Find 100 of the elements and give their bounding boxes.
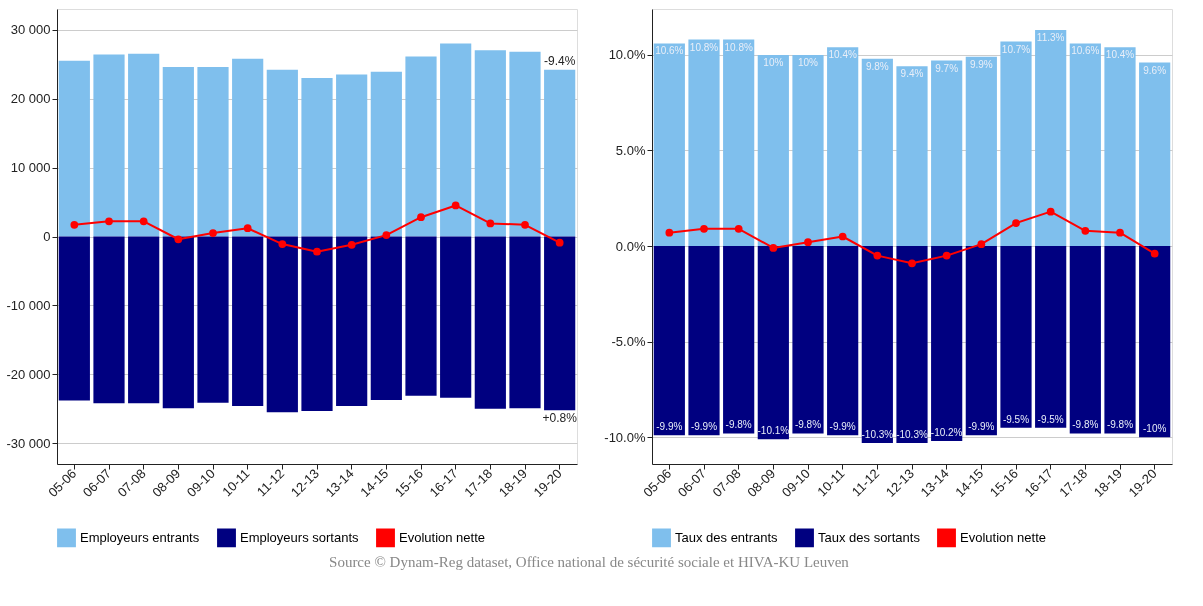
bar (1139, 62, 1171, 247)
point (486, 219, 495, 228)
bar (128, 236, 160, 404)
data-label: 10.4% (1105, 49, 1135, 61)
bar (1104, 246, 1136, 434)
data-label: 11.3% (1036, 32, 1065, 44)
bar (197, 66, 229, 237)
bar (370, 71, 402, 237)
point (1081, 226, 1090, 235)
bar (827, 47, 859, 247)
point (70, 220, 79, 229)
bar (861, 246, 893, 443)
point (139, 217, 148, 226)
y-tick-label: -30 000 (6, 435, 51, 451)
point (665, 228, 674, 237)
point (555, 238, 564, 247)
point (1012, 219, 1020, 227)
data-label: 9.9% (969, 58, 993, 70)
bar (162, 236, 194, 409)
point (451, 201, 460, 210)
bar (58, 60, 90, 237)
bar (405, 56, 437, 237)
bar (896, 66, 928, 247)
bar (474, 50, 506, 237)
y-tick-label: 10 000 (10, 160, 51, 176)
annotation: -9.4% (543, 53, 576, 68)
bar (827, 246, 859, 436)
bar (653, 43, 685, 247)
data-label: 9.8% (865, 60, 889, 72)
data-label: -9.5% (1037, 413, 1064, 425)
bar (1000, 41, 1032, 247)
bar (1069, 246, 1101, 434)
y-tick-label: -5.0% (611, 334, 646, 350)
bar (1139, 246, 1171, 438)
data-label: -10.3% (861, 428, 894, 440)
y-tick-label: -10 000 (6, 297, 51, 313)
data-label: 10.8% (689, 41, 719, 53)
legend-label: Taux des sortants (818, 529, 921, 545)
point (1046, 207, 1055, 216)
data-label: 10.6% (1071, 45, 1100, 57)
data-label: -9.9% (690, 421, 718, 433)
bar (336, 236, 368, 407)
data-label: -9.8% (725, 419, 752, 431)
point (174, 235, 183, 244)
bar (370, 236, 402, 400)
bar (896, 246, 928, 443)
point (313, 247, 321, 256)
point (347, 240, 356, 249)
data-label: -10.3% (896, 428, 928, 440)
point (942, 251, 951, 260)
legend-label: Employeurs entrants (80, 529, 200, 545)
point (243, 224, 252, 233)
bar (440, 43, 472, 237)
bar (723, 246, 755, 434)
point (804, 238, 812, 247)
bar (792, 246, 824, 434)
bar (931, 246, 963, 442)
data-label: -9.9% (968, 421, 995, 433)
data-label: -9.8% (1072, 419, 1099, 431)
point (734, 224, 743, 233)
bar (1000, 246, 1032, 428)
data-label: 9.6% (1143, 64, 1167, 76)
bar (1035, 246, 1067, 428)
data-label: 10.7% (1001, 43, 1031, 55)
point (521, 220, 529, 229)
point (838, 232, 847, 241)
bar (405, 236, 437, 396)
data-label: 10% (763, 56, 784, 68)
bar (232, 58, 264, 237)
data-label: 10% (797, 56, 819, 68)
bar (474, 236, 506, 409)
legend-label: Evolution nette (960, 529, 1047, 545)
point (1150, 249, 1159, 258)
bar (93, 54, 125, 237)
bar (232, 236, 264, 407)
bar (965, 246, 997, 436)
bar (58, 236, 90, 401)
bar (301, 77, 333, 237)
bar (93, 236, 125, 404)
point (977, 240, 986, 249)
data-label: -10% (1142, 423, 1167, 435)
data-label: 10.6% (655, 45, 684, 57)
bar (509, 51, 541, 237)
bar (931, 60, 963, 247)
data-label: -10.1% (757, 425, 790, 437)
point (105, 217, 113, 226)
bar (792, 54, 824, 247)
bar (1104, 47, 1136, 247)
bar (162, 66, 194, 237)
bar (1069, 43, 1101, 247)
bar (688, 246, 720, 436)
bar (1035, 30, 1067, 247)
data-label: -10.2% (930, 427, 963, 439)
data-label: 9.4% (900, 68, 924, 80)
point (417, 213, 425, 222)
bar (197, 236, 229, 403)
bar (128, 53, 160, 237)
data-label: 10.8% (724, 41, 753, 53)
bar (266, 69, 298, 237)
data-label: -9.8% (1106, 419, 1134, 431)
